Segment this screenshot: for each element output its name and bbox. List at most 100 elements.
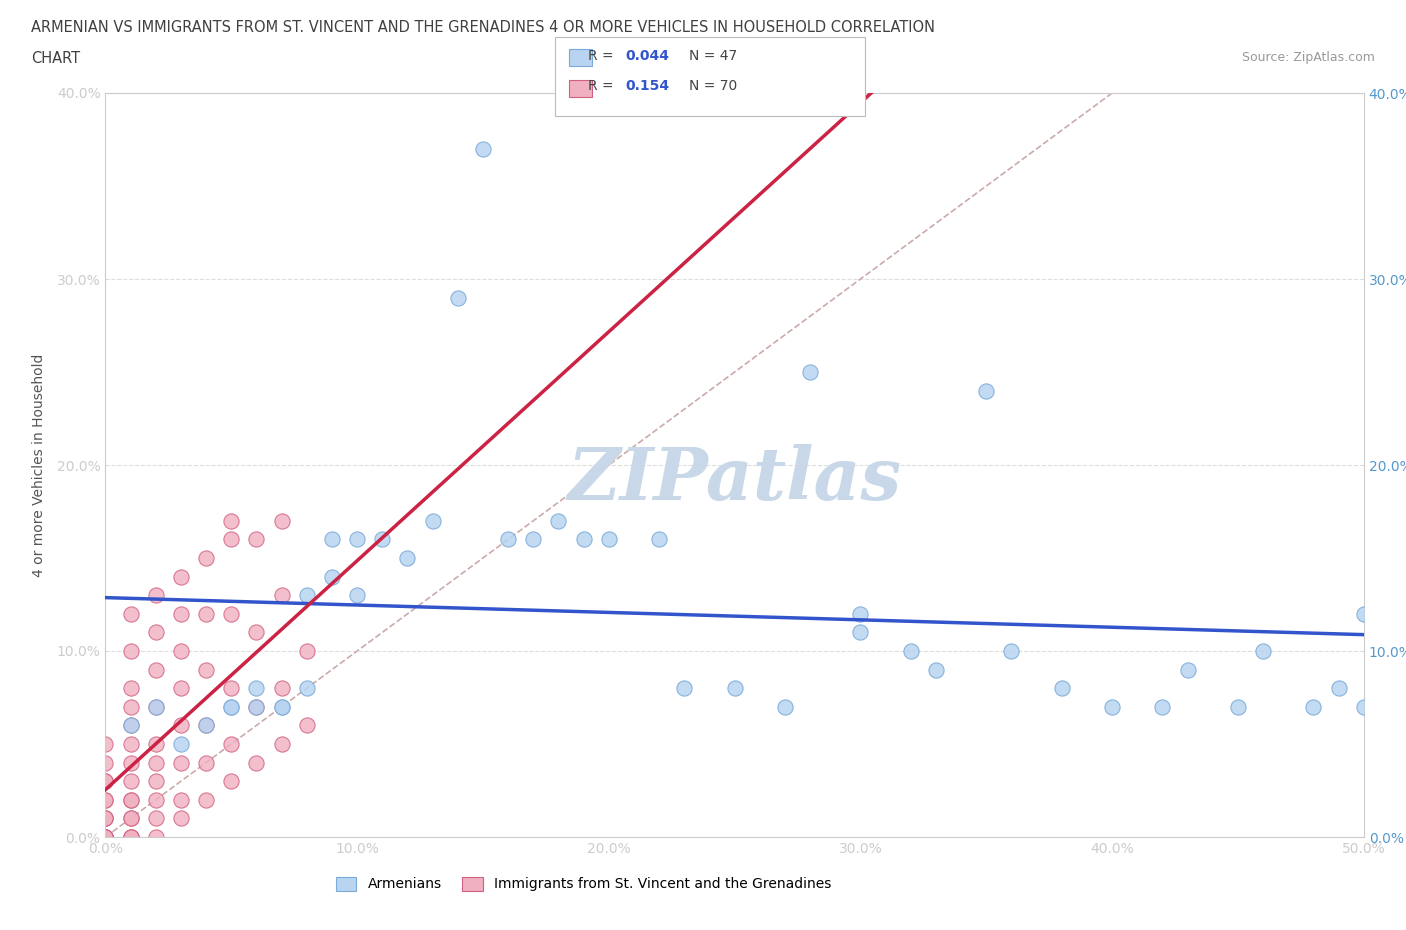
Point bbox=[219, 606, 243, 621]
Point bbox=[295, 718, 318, 733]
Point bbox=[195, 606, 218, 621]
Point bbox=[120, 792, 142, 807]
Point bbox=[245, 681, 267, 696]
Point bbox=[94, 830, 117, 844]
Point bbox=[522, 532, 544, 547]
Point bbox=[396, 551, 419, 565]
Point bbox=[1050, 681, 1073, 696]
Point bbox=[94, 774, 117, 789]
Text: 0.044: 0.044 bbox=[626, 48, 669, 63]
Point bbox=[195, 662, 218, 677]
Point bbox=[120, 718, 142, 733]
Point bbox=[219, 699, 243, 714]
Point bbox=[1353, 606, 1375, 621]
Point bbox=[572, 532, 595, 547]
Point bbox=[245, 699, 267, 714]
Point bbox=[219, 774, 243, 789]
Point bbox=[195, 792, 218, 807]
Point bbox=[145, 830, 167, 844]
Text: CHART: CHART bbox=[31, 51, 80, 66]
Point bbox=[145, 662, 167, 677]
Point bbox=[145, 755, 167, 770]
Point bbox=[925, 662, 948, 677]
Point bbox=[120, 792, 142, 807]
Point bbox=[219, 681, 243, 696]
Point bbox=[145, 699, 167, 714]
Point bbox=[94, 774, 117, 789]
Text: R =: R = bbox=[588, 48, 617, 63]
Point bbox=[195, 718, 218, 733]
Point bbox=[849, 606, 872, 621]
Point bbox=[1327, 681, 1350, 696]
Point bbox=[245, 699, 267, 714]
Point bbox=[120, 830, 142, 844]
Point bbox=[94, 755, 117, 770]
Point bbox=[900, 644, 922, 658]
Point bbox=[219, 699, 243, 714]
Point bbox=[170, 569, 193, 584]
Point bbox=[94, 792, 117, 807]
Point bbox=[120, 718, 142, 733]
Text: R =: R = bbox=[588, 79, 621, 94]
Point bbox=[170, 792, 193, 807]
Point bbox=[849, 625, 872, 640]
Point bbox=[94, 811, 117, 826]
Point bbox=[1101, 699, 1123, 714]
Point bbox=[219, 532, 243, 547]
Point bbox=[547, 513, 569, 528]
Point bbox=[295, 681, 318, 696]
Point bbox=[1226, 699, 1249, 714]
Point bbox=[195, 718, 218, 733]
Point bbox=[422, 513, 444, 528]
Point bbox=[270, 681, 292, 696]
Point bbox=[145, 737, 167, 751]
Point bbox=[120, 811, 142, 826]
Y-axis label: 4 or more Vehicles in Household: 4 or more Vehicles in Household bbox=[31, 353, 45, 577]
Point bbox=[270, 699, 292, 714]
Point bbox=[598, 532, 620, 547]
Point bbox=[799, 365, 821, 379]
Point bbox=[94, 830, 117, 844]
Point bbox=[245, 625, 267, 640]
Point bbox=[170, 606, 193, 621]
Point bbox=[295, 644, 318, 658]
Point bbox=[195, 755, 218, 770]
Point bbox=[170, 737, 193, 751]
Point bbox=[245, 532, 267, 547]
Point bbox=[145, 774, 167, 789]
Point bbox=[94, 811, 117, 826]
Point bbox=[371, 532, 394, 547]
Point bbox=[170, 811, 193, 826]
Point bbox=[145, 699, 167, 714]
Point bbox=[1251, 644, 1274, 658]
Point bbox=[321, 569, 343, 584]
Point bbox=[270, 699, 292, 714]
Point bbox=[94, 830, 117, 844]
Point bbox=[145, 588, 167, 603]
Legend: Armenians, Immigrants from St. Vincent and the Grenadines: Armenians, Immigrants from St. Vincent a… bbox=[330, 871, 838, 897]
Text: 0.154: 0.154 bbox=[626, 79, 669, 94]
Point bbox=[976, 383, 998, 398]
Point bbox=[270, 513, 292, 528]
Point bbox=[94, 792, 117, 807]
Point bbox=[145, 792, 167, 807]
Point bbox=[472, 141, 495, 156]
Text: ARMENIAN VS IMMIGRANTS FROM ST. VINCENT AND THE GRENADINES 4 OR MORE VEHICLES IN: ARMENIAN VS IMMIGRANTS FROM ST. VINCENT … bbox=[31, 20, 935, 35]
Point bbox=[1302, 699, 1324, 714]
Point bbox=[120, 811, 142, 826]
Point bbox=[219, 737, 243, 751]
Text: Source: ZipAtlas.com: Source: ZipAtlas.com bbox=[1241, 51, 1375, 64]
Point bbox=[94, 830, 117, 844]
Point bbox=[94, 811, 117, 826]
Point bbox=[295, 588, 318, 603]
Point bbox=[170, 644, 193, 658]
Point bbox=[120, 830, 142, 844]
Point bbox=[170, 718, 193, 733]
Point bbox=[723, 681, 745, 696]
Point bbox=[120, 606, 142, 621]
Point bbox=[496, 532, 519, 547]
Point bbox=[120, 830, 142, 844]
Point bbox=[648, 532, 671, 547]
Point bbox=[245, 755, 267, 770]
Text: ZIPatlas: ZIPatlas bbox=[568, 445, 901, 515]
